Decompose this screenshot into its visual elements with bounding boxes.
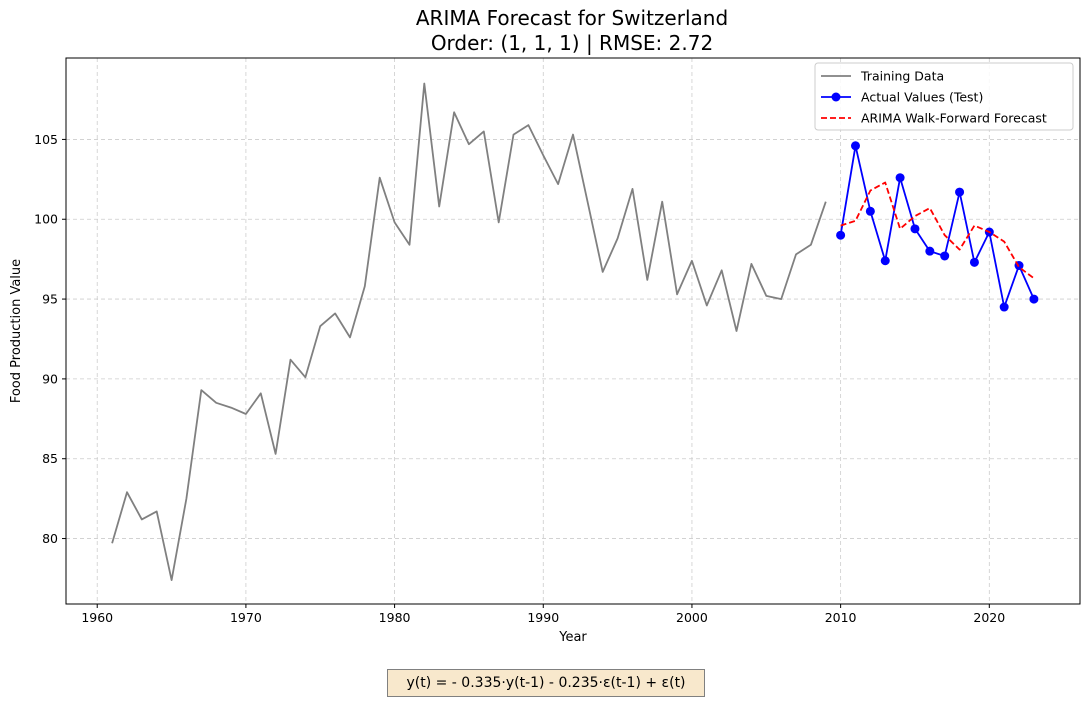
data-point-actual-values-test <box>940 251 950 261</box>
chart-title: ARIMA Forecast for Switzerland <box>416 6 728 30</box>
x-tick-label: 2020 <box>973 610 1005 625</box>
plot-series <box>111 82 1039 581</box>
x-tick-label: 1990 <box>527 610 559 625</box>
equation-box: y(t) = - 0.335·y(t-1) - 0.235·ε(t-1) + ε… <box>387 669 705 697</box>
axis-ticks: 1960 1970 1980 1990 2000 2010 2020 80 85 90 95 100 1… <box>34 132 1005 625</box>
y-tick-label: 105 <box>34 132 58 147</box>
y-axis-label: Food Production Value <box>9 259 24 403</box>
series-line-training-data <box>111 82 827 581</box>
data-point-actual-values-test <box>850 141 860 151</box>
data-point-actual-values-test <box>969 257 979 267</box>
data-point-actual-values-test <box>895 173 905 183</box>
plot-frame <box>65 57 1081 605</box>
y-tick-label: 90 <box>42 371 58 386</box>
x-tick-label: 2010 <box>825 610 857 625</box>
y-tick-label: 95 <box>42 292 58 307</box>
data-point-actual-values-test <box>925 246 935 256</box>
data-point-actual-values-test <box>880 256 890 266</box>
y-tick-label: 80 <box>42 531 58 546</box>
legend-box <box>814 62 1074 131</box>
legend-label-actual: Actual Values (Test) <box>861 90 983 105</box>
x-tick-label: 1980 <box>379 610 411 625</box>
data-point-actual-values-test <box>955 187 965 197</box>
y-tick-label: 85 <box>42 451 58 466</box>
x-tick-label: 1970 <box>230 610 262 625</box>
legend-label-training: Training Data <box>860 69 944 84</box>
data-point-actual-values-test <box>910 224 920 234</box>
equation-text: y(t) = - 0.335·y(t-1) - 0.235·ε(t-1) + ε… <box>406 675 686 691</box>
grid <box>66 58 1080 604</box>
legend: Training Data Actual Values (Test) ARIMA… <box>814 62 1074 131</box>
data-point-actual-values-test <box>836 230 846 240</box>
data-point-actual-values-test <box>1029 294 1039 304</box>
legend-label-forecast: ARIMA Walk-Forward Forecast <box>861 111 1047 126</box>
x-axis-label: Year <box>558 630 587 645</box>
x-tick-label: 1960 <box>81 610 113 625</box>
legend-marker-actual <box>831 92 841 102</box>
series-line-actual-values-test <box>839 144 1035 309</box>
series-line-arima-walk-forward-forecast <box>840 181 1035 280</box>
chart: ARIMA Forecast for Switzerland Order: (1… <box>9 6 1081 645</box>
data-point-actual-values-test <box>999 302 1009 312</box>
x-tick-label: 2000 <box>676 610 708 625</box>
y-tick-label: 100 <box>34 212 58 227</box>
data-point-actual-values-test <box>865 206 875 216</box>
chart-subtitle: Order: (1, 1, 1) | RMSE: 2.72 <box>431 31 713 55</box>
